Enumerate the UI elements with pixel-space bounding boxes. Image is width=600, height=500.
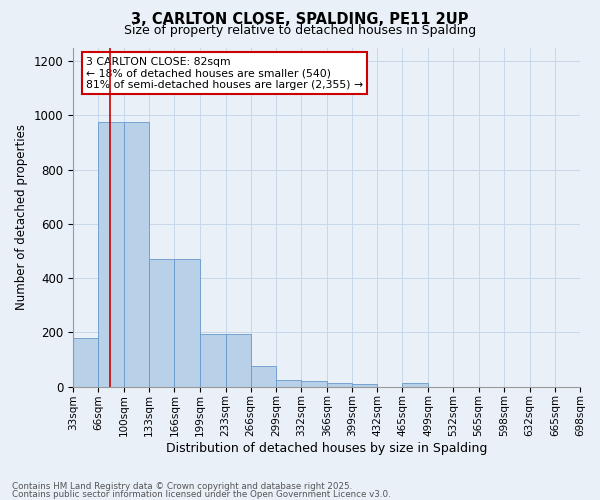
Text: 3, CARLTON CLOSE, SPALDING, PE11 2UP: 3, CARLTON CLOSE, SPALDING, PE11 2UP [131, 12, 469, 28]
Bar [98, 122, 124, 386]
Text: Contains public sector information licensed under the Open Government Licence v3: Contains public sector information licen… [12, 490, 391, 499]
Bar [175, 259, 200, 386]
Bar [226, 334, 251, 386]
Text: 3 CARLTON CLOSE: 82sqm
← 18% of detached houses are smaller (540)
81% of semi-de: 3 CARLTON CLOSE: 82sqm ← 18% of detached… [86, 56, 363, 90]
Bar [149, 259, 175, 386]
Bar [200, 334, 226, 386]
Bar [251, 366, 276, 386]
Bar [327, 382, 352, 386]
Bar [301, 382, 327, 386]
Text: Size of property relative to detached houses in Spalding: Size of property relative to detached ho… [124, 24, 476, 37]
Bar [403, 382, 428, 386]
Bar [276, 380, 301, 386]
Bar [124, 122, 149, 386]
Bar [73, 338, 98, 386]
Text: Contains HM Land Registry data © Crown copyright and database right 2025.: Contains HM Land Registry data © Crown c… [12, 482, 352, 491]
Y-axis label: Number of detached properties: Number of detached properties [15, 124, 28, 310]
X-axis label: Distribution of detached houses by size in Spalding: Distribution of detached houses by size … [166, 442, 487, 455]
Bar [352, 384, 377, 386]
